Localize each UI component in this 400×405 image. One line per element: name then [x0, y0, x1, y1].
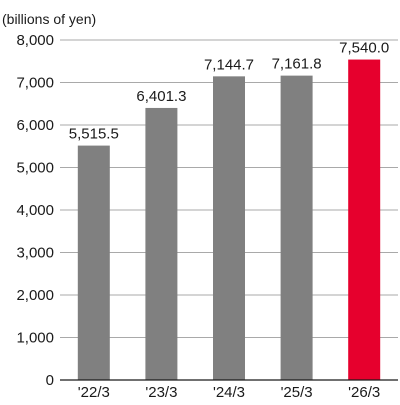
x-tick-label: '25/3: [281, 384, 313, 400]
y-tick-label: 4,000: [16, 202, 54, 219]
bar: [145, 107, 178, 380]
x-tick-label: '22/3: [78, 384, 110, 400]
y-tick-label: 6,000: [16, 117, 54, 134]
y-tick-label: 0: [46, 372, 54, 389]
x-axis-ticks: '22/3 '23/3 '24/3 '25/3 '26/3: [78, 384, 380, 401]
y-tick-label: 8,000: [16, 32, 54, 49]
bar-value-label: 5,515.5: [69, 126, 119, 143]
y-tick-label: 1,000: [16, 330, 54, 347]
bar-value-label: 7,144.7: [204, 56, 254, 73]
x-tick-label: '24/3: [213, 384, 245, 400]
bar-value-label: 7,161.8: [272, 56, 322, 73]
y-axis-ticks: 0 1,000 2,000 3,000 4,000 5,000 6,000 7,000 8,00…: [16, 32, 54, 389]
unit-label: (billions of yen): [2, 11, 96, 27]
y-tick-label: 5,000: [16, 160, 54, 177]
bar-forecast: [348, 59, 381, 381]
x-tick-label: '26/3: [348, 384, 380, 400]
bar: [213, 76, 245, 380]
data-labels: 5,515.5 6,401.3 7,144.7 7,161.8 7,540.0: [69, 40, 389, 143]
bar: [77, 145, 110, 380]
x-tick-label: '23/3: [145, 384, 177, 400]
y-tick-label: 7,000: [16, 75, 54, 92]
bar: [280, 75, 313, 380]
y-tick-label: 2,000: [16, 287, 54, 304]
bars: [77, 59, 381, 381]
bar-value-label: 7,540.0: [339, 40, 389, 57]
y-tick-label: 3,000: [16, 245, 54, 262]
bar-value-label: 6,401.3: [136, 88, 186, 105]
